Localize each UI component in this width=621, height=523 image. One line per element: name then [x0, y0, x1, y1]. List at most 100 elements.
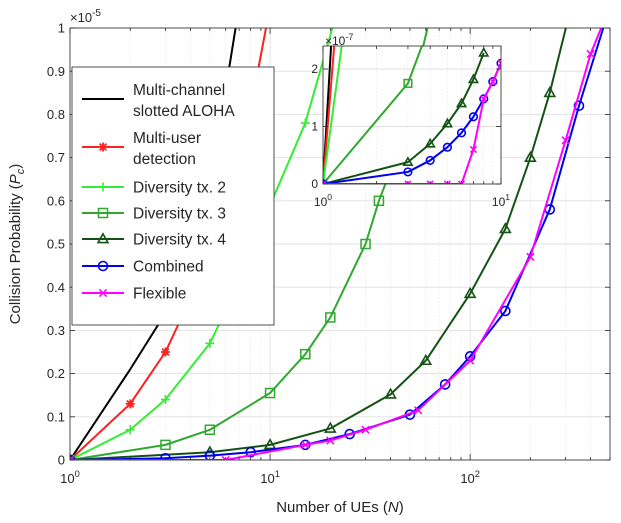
main-point-diversity-tx-4 — [499, 222, 512, 234]
main-point-diversity-tx-4 — [524, 150, 537, 162]
inset-point-combined — [442, 142, 453, 152]
main-x-tick-label: 100 — [60, 469, 80, 486]
inset-point-flexible — [497, 59, 501, 67]
legend-entry-flexible: Flexible — [82, 286, 186, 303]
legend-entry-combined: Combined — [82, 259, 204, 276]
inset-line-diversity-tx-4 — [323, 52, 485, 184]
legend-label: Combined — [133, 259, 204, 276]
main-point-combined — [245, 446, 256, 458]
main-point-diversity-tx-3 — [360, 238, 371, 250]
inset-point-diversity-tx-4 — [402, 156, 414, 166]
inset-point-flexible — [323, 180, 327, 184]
main-point-flexible — [414, 406, 423, 415]
legend-entry-multi-user-detection: Multi-user detection — [82, 130, 201, 168]
inset-y-tick-label: 1 — [311, 120, 318, 134]
main-point-diversity-tx-3 — [325, 312, 336, 323]
legend-entry-multi-channel-slotted-aloha: Multi-channel slotted ALOHA — [82, 82, 235, 120]
inset-point-flexible — [443, 180, 452, 184]
inset-point-diversity-tx-4 — [455, 97, 468, 108]
main-point-diversity-tx-3 — [160, 439, 171, 451]
legend-swatch-marker — [98, 182, 108, 192]
main-point-flexible — [221, 455, 230, 460]
main-point-flexible — [561, 136, 570, 145]
main-point-diversity-tx-3 — [264, 387, 276, 399]
inset-point-combined — [456, 128, 467, 138]
legend-label: Multi-channel slotted ALOHA — [133, 82, 235, 120]
inset-line-flexible — [323, 62, 501, 184]
legend-swatch-marker — [98, 288, 108, 298]
inset-point-flexible — [457, 180, 466, 184]
inset-y-tick-label: 0 — [311, 177, 318, 191]
main-point-diversity-tx-3 — [373, 195, 385, 207]
legend-entry-diversity-tx-3: Diversity tx. 3 — [82, 206, 226, 223]
main-point-diversity-tx-2 — [300, 118, 310, 128]
main-point-combined — [204, 450, 216, 460]
inset-point-flexible — [469, 145, 478, 154]
inset-point-combined — [496, 58, 501, 68]
main-point-combined — [500, 305, 511, 317]
main-point-flexible — [586, 49, 595, 59]
inset-point-combined — [488, 77, 498, 87]
inset-series-flexible — [323, 59, 501, 184]
main-y-tick-label: 0.3 — [47, 323, 65, 338]
legend-label: Multi-user detection — [133, 130, 201, 168]
inset-point-diversity-tx-4 — [424, 137, 436, 148]
inset-point-flexible — [426, 180, 434, 184]
y-axis-label: Collision Probability (Pc) — [7, 164, 27, 325]
main-point-multi-user-detection — [160, 347, 170, 357]
inset-series-diversity-tx-4 — [323, 46, 490, 184]
legend-label: Flexible — [133, 286, 186, 303]
inset-point-diversity-tx-4 — [441, 117, 453, 128]
main-point-flexible — [326, 436, 335, 445]
legend-label: Diversity tx. 4 — [133, 232, 226, 249]
main-point-flexible — [361, 425, 370, 434]
main-y-tick-label: 0.6 — [47, 193, 65, 208]
inset-point-diversity-tx-4 — [478, 46, 490, 57]
main-y-tick-label: 0 — [58, 453, 65, 468]
legend-entry-diversity-tx-4: Diversity tx. 4 — [82, 232, 226, 249]
inset-line-diversity-tx-3 — [323, 46, 423, 184]
main-point-combined — [439, 379, 451, 390]
main-y-tick-label: 0.8 — [47, 107, 65, 122]
main-y-tick-label: 0.5 — [47, 237, 65, 252]
main-point-multi-user-detection — [125, 399, 135, 409]
main-point-diversity-tx-3 — [204, 424, 216, 436]
y-axis-multiplier: ×10-5 — [70, 8, 101, 25]
inset-line-multi-user-detection — [323, 46, 336, 184]
inset-plot: 0 1 2 100 101 ×10-7 — [311, 32, 510, 209]
main-x-tick-label: 102 — [460, 469, 480, 486]
inset-y-tick-label: 2 — [311, 62, 318, 76]
main-series-combined — [70, 28, 605, 460]
main-y-tick-label: 0.9 — [47, 64, 65, 79]
main-point-diversity-tx-4 — [543, 85, 557, 98]
main-point-diversity-tx-2 — [205, 338, 215, 348]
inset-x-tick-label: 101 — [492, 192, 510, 209]
main-point-combined — [573, 100, 585, 112]
main-y-tick-label: 0.4 — [47, 280, 65, 295]
inset-frame — [322, 45, 502, 185]
legend-swatch-marker — [98, 142, 108, 152]
inset-series-diversity-tx-2 — [323, 46, 343, 184]
inset-series-multi-user-detection — [323, 46, 336, 184]
main-point-flexible — [70, 455, 75, 460]
main-point-diversity-tx-2 — [160, 395, 170, 405]
main-series-flexible — [70, 28, 603, 460]
main-point-diversity-tx-4 — [384, 387, 397, 399]
main-point-combined — [160, 452, 171, 460]
legend-box — [71, 66, 275, 326]
main-point-diversity-tx-2 — [125, 425, 135, 435]
inset-y-multiplier: ×10-7 — [325, 32, 353, 48]
legend-swatch-marker — [97, 260, 109, 272]
inset-point-flexible — [489, 78, 497, 86]
inset-x-tick-label: 100 — [314, 192, 332, 209]
inset-point-combined — [425, 155, 435, 166]
main-y-tick-label: 0.7 — [47, 150, 65, 165]
inset-ticks: 0 1 2 100 101 — [311, 46, 510, 209]
inset-series-group — [323, 46, 501, 184]
main-y-tick-label: 0.1 — [47, 409, 65, 424]
legend-swatch-marker — [96, 232, 110, 244]
legend-entry-diversity-tx-2: Diversity tx. 2 — [82, 180, 226, 197]
main-y-tick-label: 0.2 — [47, 366, 65, 381]
main-point-flexible — [301, 440, 310, 450]
main-point-diversity-tx-4 — [463, 286, 477, 299]
